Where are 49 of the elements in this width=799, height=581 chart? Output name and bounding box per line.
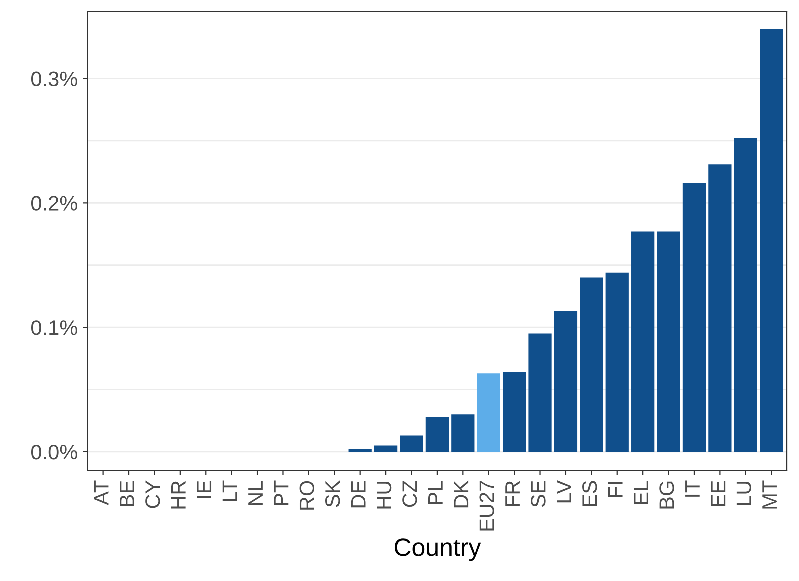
bar xyxy=(348,449,372,452)
x-tick-label: LV xyxy=(557,480,572,503)
x-tick-label: CZ xyxy=(402,480,418,508)
x-tick-label: ES xyxy=(582,481,598,506)
x-tick-label: PL xyxy=(428,481,443,504)
x-tick-label: FI xyxy=(608,482,623,498)
x-tick-label: PT xyxy=(274,480,289,506)
x-tick-label: IT xyxy=(686,480,700,497)
x-tick-label: FR xyxy=(506,481,520,506)
bar xyxy=(657,232,680,452)
x-tick-label: CY xyxy=(146,480,160,508)
bar xyxy=(760,29,784,452)
x-tick-label: SE xyxy=(531,481,546,508)
x-axis-title: Country xyxy=(394,538,482,562)
y-tick-label: 0.3% xyxy=(32,72,78,87)
bar xyxy=(426,417,450,452)
bar xyxy=(632,232,655,452)
bar xyxy=(554,311,578,452)
bar xyxy=(528,334,552,452)
x-tick-label: LU xyxy=(736,482,752,506)
x-tick-label: EE xyxy=(711,481,726,506)
y-tick-label: 0.1% xyxy=(32,320,78,336)
x-tick-label: LT xyxy=(222,480,238,502)
x-tick-label: EU27 xyxy=(480,481,494,531)
y-tick-label: 0.0% xyxy=(32,444,78,460)
x-tick-label: IE xyxy=(197,481,212,498)
x-tick-label: DE xyxy=(351,481,366,508)
bar xyxy=(400,436,424,452)
x-tick-label: RO xyxy=(300,481,315,510)
x-tick-label: MT xyxy=(762,480,777,509)
x-tick-label: BG xyxy=(660,482,674,509)
x-tick-label: NL xyxy=(248,481,263,506)
bar xyxy=(734,138,758,452)
x-tick-label: HU xyxy=(377,482,392,509)
bar xyxy=(682,183,706,452)
bar xyxy=(606,272,629,452)
x-tick-label: SK xyxy=(325,480,340,508)
bar xyxy=(502,372,526,452)
bar xyxy=(452,414,475,452)
bar xyxy=(477,374,500,452)
x-tick-label: BE xyxy=(120,481,134,506)
x-tick-label: HR xyxy=(171,481,186,509)
bar xyxy=(708,164,732,452)
x-tick-label: EL xyxy=(634,481,648,504)
bar xyxy=(580,278,604,452)
x-tick-label: DK xyxy=(454,480,469,508)
y-tick-label: 0.2% xyxy=(32,196,78,211)
bar xyxy=(374,446,398,452)
x-tick-label: AT xyxy=(94,480,109,506)
